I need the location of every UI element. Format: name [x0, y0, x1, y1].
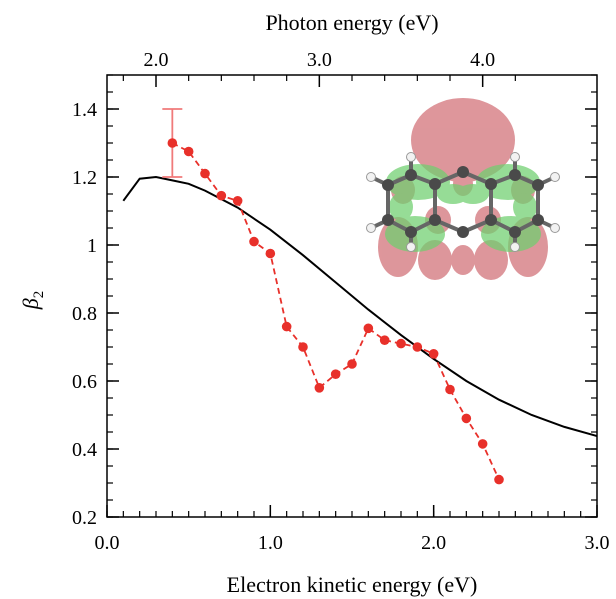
theory-series: [122, 175, 598, 438]
y-tick-label: 1.4: [72, 99, 97, 121]
x-axis-title: Electron kinetic energy (eV): [227, 572, 478, 597]
experiment-point: [477, 439, 488, 449]
experiment-point: [216, 190, 227, 201]
y-tick-label: 1: [87, 235, 97, 257]
y-axis-title: β2: [18, 291, 47, 310]
axes: 0.0 1.0 2.0 3.0 0.2 0.4 0.6 0.8 1 1.2 1.4 2.0 3.0 4.0…: [18, 10, 610, 597]
y-axis-title-subscript: 2: [31, 291, 47, 299]
experiment-point: [412, 342, 423, 352]
experiment-point: [379, 335, 390, 346]
y-tick-label: 0.6: [72, 371, 97, 393]
experiment-point: [494, 474, 504, 485]
experiment-point: [183, 146, 194, 157]
experiment-point: [232, 196, 243, 206]
x2-tick-label: 2.0: [144, 49, 169, 71]
y-tick-label: 1.2: [72, 167, 97, 189]
x2-tick-label: 4.0: [470, 49, 495, 71]
experiment-point: [167, 138, 178, 148]
molecular-orbital-icon: [366, 98, 560, 280]
y-tick-label: 0.8: [72, 303, 97, 325]
x-tick-label: 2.0: [421, 532, 446, 554]
experiment-point: [396, 338, 406, 349]
experiment-point: [265, 248, 276, 259]
x-tick-label: 1.0: [258, 532, 283, 554]
experiment-point: [445, 384, 455, 395]
theory-line: [122, 175, 598, 438]
y-tick-label: 0.2: [72, 507, 97, 529]
experiment-point: [428, 349, 439, 359]
experiment-point: [363, 323, 374, 334]
x2-axis-title: Photon energy (eV): [265, 10, 438, 35]
experiment-point: [330, 369, 341, 380]
experiment-point: [461, 413, 472, 424]
experiment-series: [162, 108, 504, 485]
experiment-point: [314, 383, 325, 393]
experiment-point: [281, 321, 292, 332]
experiment-point: [347, 359, 357, 369]
y-tick-label: 0.4: [72, 439, 97, 461]
x-tick-label: 0.0: [95, 532, 120, 554]
experiment-point: [200, 168, 210, 179]
experiment-point: [298, 342, 308, 352]
x2-tick-label: 3.0: [307, 49, 332, 71]
experiment-point: [249, 236, 259, 247]
x-tick-label: 3.0: [585, 532, 610, 554]
